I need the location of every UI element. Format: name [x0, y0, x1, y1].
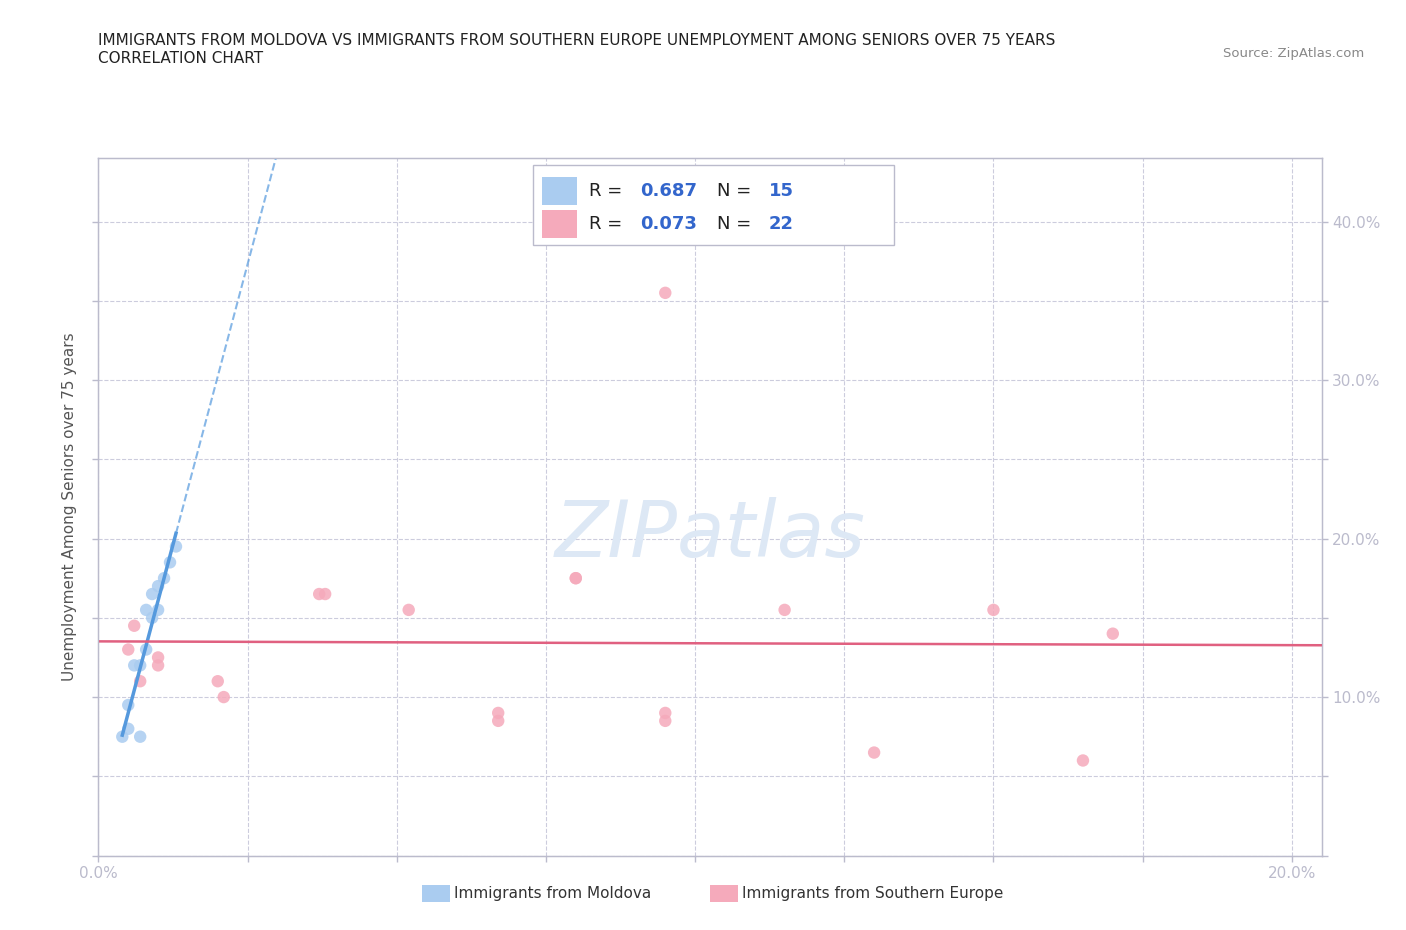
Point [129, 729, 152, 744]
Point [141, 610, 163, 625]
Point [111, 729, 134, 744]
Text: CORRELATION CHART: CORRELATION CHART [98, 51, 263, 66]
Y-axis label: Unemployment Among Seniors over 75 years: Unemployment Among Seniors over 75 years [62, 333, 77, 681]
Text: R =: R = [589, 216, 628, 233]
Point [1071, 753, 1094, 768]
Point [117, 698, 139, 712]
Bar [543, 177, 576, 205]
FancyBboxPatch shape [533, 166, 893, 246]
Point [129, 658, 152, 672]
Text: R =: R = [589, 182, 628, 200]
Point [983, 603, 1005, 618]
Point [863, 745, 886, 760]
Point [135, 603, 157, 618]
Text: N =: N = [717, 216, 758, 233]
Point [398, 603, 420, 618]
Text: ZIPatlas: ZIPatlas [554, 497, 866, 573]
Point [773, 603, 796, 618]
Point [159, 555, 181, 570]
Point [165, 539, 187, 554]
Point [486, 713, 509, 728]
Point [486, 706, 509, 721]
Text: 0.687: 0.687 [640, 182, 697, 200]
Point [314, 587, 336, 602]
Text: Immigrants from Southern Europe: Immigrants from Southern Europe [742, 886, 1004, 901]
Point [565, 571, 588, 586]
Text: Source: ZipAtlas.com: Source: ZipAtlas.com [1223, 46, 1364, 60]
Text: 22: 22 [769, 216, 794, 233]
Text: N =: N = [717, 182, 758, 200]
Point [129, 673, 152, 688]
Point [207, 673, 229, 688]
Point [654, 713, 676, 728]
Point [146, 650, 169, 665]
Point [565, 571, 588, 586]
Text: IMMIGRANTS FROM MOLDOVA VS IMMIGRANTS FROM SOUTHERN EUROPE UNEMPLOYMENT AMONG SE: IMMIGRANTS FROM MOLDOVA VS IMMIGRANTS FR… [98, 33, 1056, 47]
Point [117, 642, 139, 657]
Point [146, 658, 169, 672]
Point [117, 722, 139, 737]
Point [212, 690, 235, 705]
Point [308, 587, 330, 602]
Text: Immigrants from Moldova: Immigrants from Moldova [454, 886, 651, 901]
Point [654, 286, 676, 300]
Point [654, 706, 676, 721]
Point [122, 658, 145, 672]
Text: 15: 15 [769, 182, 794, 200]
Point [135, 642, 157, 657]
Point [146, 578, 169, 593]
Point [122, 618, 145, 633]
Point [1101, 626, 1123, 641]
Bar [543, 210, 576, 238]
Text: 0.073: 0.073 [640, 216, 697, 233]
Point [141, 587, 163, 602]
Point [153, 571, 176, 586]
Point [146, 603, 169, 618]
